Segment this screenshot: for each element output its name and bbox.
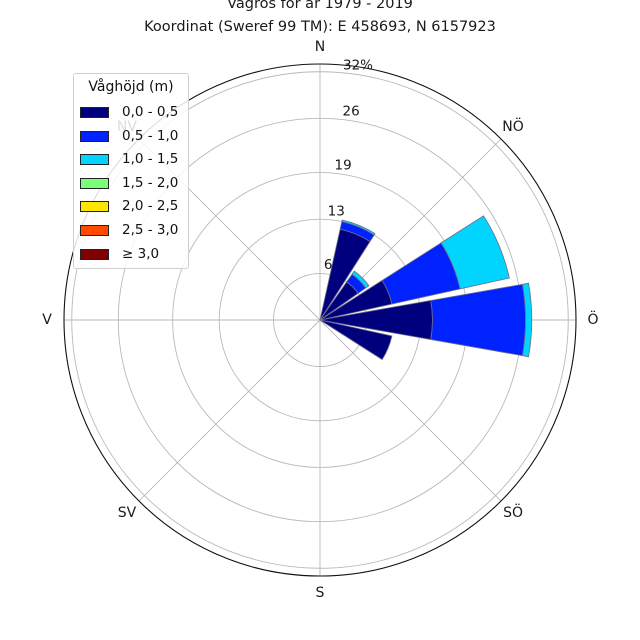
legend-label: ≥ 3,0: [122, 245, 160, 262]
grid-spoke: [319, 319, 502, 502]
legend-title: Våghöjd (m): [88, 79, 174, 95]
bar-segment: [440, 215, 510, 290]
radial-tick-label: 32%: [343, 58, 373, 74]
direction-label: N: [315, 39, 325, 55]
legend-label: 0,5 - 1,0: [122, 127, 179, 144]
legend-swatch: [80, 225, 109, 236]
bar-segment: [319, 319, 393, 361]
legend-swatch: [80, 130, 109, 142]
polar-frame: [63, 63, 577, 577]
legend-swatch: [80, 107, 109, 118]
chart-title: Vågros för år 1979 - 2019: [227, 0, 413, 12]
legend-swatch: [80, 248, 109, 260]
wave-rose-bars: [319, 215, 533, 361]
chart-subtitle: Koordinat (Sweref 99 TM): E 458693, N 61…: [144, 19, 496, 35]
direction-label: S: [316, 585, 325, 601]
direction-label: Ö: [587, 310, 598, 328]
bar-segment: [351, 270, 370, 289]
legend-swatch: [80, 154, 109, 166]
direction-label: V: [42, 312, 52, 328]
radial-tick-label: 26: [343, 104, 360, 120]
direction-label: NÖ: [502, 117, 524, 135]
legend-label: 1,0 - 1,5: [122, 151, 179, 168]
legend-swatch: [80, 177, 109, 189]
direction-label: SV: [118, 505, 137, 521]
radial-tick-label: 13: [328, 203, 345, 219]
legend-swatch: [80, 201, 109, 213]
radial-tick-label: 6: [324, 257, 333, 273]
polar-outline: [63, 63, 577, 577]
radial-tick-label: 19: [335, 157, 352, 173]
legend-label: 2,0 - 2,5: [122, 198, 179, 215]
legend-label: 0,0 - 0,5: [122, 104, 179, 120]
grid-spoke: [138, 319, 321, 502]
legend: Våghöjd (m) 0,0 - 0,5 0,5 - 1,0 1,0 - 1,5 1…: [73, 73, 189, 269]
legend-label: 2,5 - 3,0: [122, 222, 179, 238]
legend-label: 1,5 - 2,0: [122, 174, 179, 191]
direction-label: SÖ: [503, 503, 523, 521]
bar-segment: [341, 219, 376, 236]
bar-segment: [430, 283, 526, 357]
bar-segment: [521, 282, 533, 358]
